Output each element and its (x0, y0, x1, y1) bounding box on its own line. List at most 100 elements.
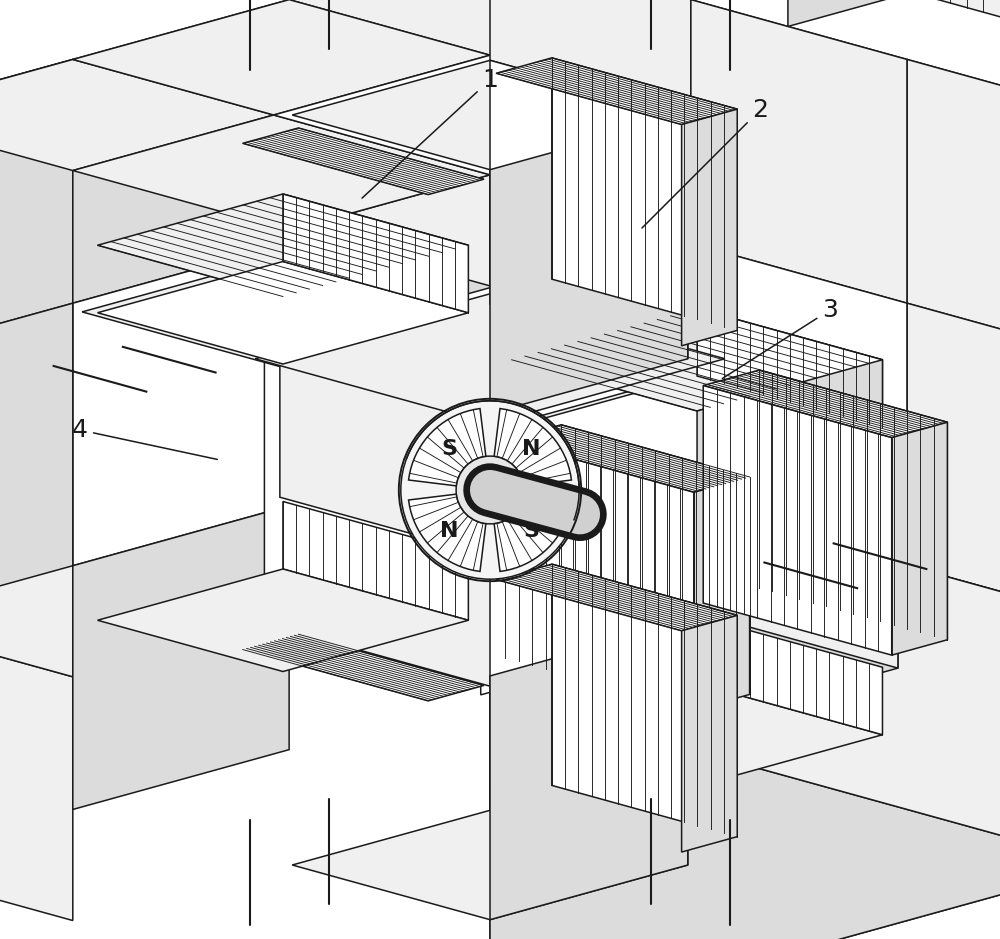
Polygon shape (409, 494, 486, 572)
Polygon shape (561, 424, 750, 695)
Polygon shape (892, 423, 947, 655)
Polygon shape (907, 359, 1000, 677)
Polygon shape (907, 59, 1000, 359)
Polygon shape (490, 451, 1000, 865)
Polygon shape (490, 622, 688, 919)
Polygon shape (0, 622, 73, 920)
Polygon shape (552, 564, 737, 837)
Polygon shape (289, 175, 691, 285)
Polygon shape (907, 565, 1000, 865)
Polygon shape (512, 684, 882, 786)
Text: 3: 3 (722, 298, 838, 378)
Polygon shape (0, 59, 73, 359)
Polygon shape (490, 622, 1000, 939)
Polygon shape (73, 0, 289, 303)
Polygon shape (691, 0, 907, 303)
Polygon shape (98, 569, 468, 671)
Polygon shape (490, 566, 688, 865)
Polygon shape (552, 58, 737, 331)
Polygon shape (490, 451, 691, 749)
Polygon shape (274, 55, 706, 175)
Polygon shape (703, 386, 892, 655)
Polygon shape (73, 115, 490, 230)
Polygon shape (505, 440, 694, 710)
Polygon shape (289, 0, 691, 55)
Polygon shape (505, 424, 750, 492)
Text: S: S (441, 439, 457, 459)
Polygon shape (0, 359, 73, 677)
Polygon shape (292, 810, 688, 919)
Polygon shape (82, 257, 481, 367)
Polygon shape (490, 60, 688, 359)
Polygon shape (496, 564, 737, 631)
Polygon shape (264, 285, 499, 635)
Polygon shape (694, 477, 750, 710)
Polygon shape (512, 376, 882, 479)
Polygon shape (697, 616, 882, 734)
Polygon shape (907, 303, 1000, 622)
Polygon shape (490, 474, 691, 793)
Polygon shape (409, 408, 486, 485)
Polygon shape (73, 243, 289, 565)
Polygon shape (907, 115, 1000, 414)
Polygon shape (283, 501, 468, 621)
Text: 2: 2 (642, 98, 768, 228)
Polygon shape (697, 373, 898, 669)
Polygon shape (490, 736, 691, 939)
Polygon shape (490, 115, 688, 413)
Ellipse shape (456, 456, 524, 524)
Polygon shape (691, 414, 907, 736)
Polygon shape (289, 175, 691, 285)
Polygon shape (499, 373, 898, 483)
Polygon shape (490, 230, 691, 530)
Polygon shape (243, 634, 484, 700)
Polygon shape (490, 188, 691, 506)
Polygon shape (490, 0, 907, 115)
Text: N: N (522, 439, 540, 459)
Polygon shape (73, 506, 289, 809)
Ellipse shape (474, 474, 506, 506)
Polygon shape (283, 194, 468, 313)
Polygon shape (289, 188, 490, 506)
Polygon shape (691, 171, 907, 474)
Polygon shape (0, 59, 274, 171)
Ellipse shape (401, 401, 579, 579)
Text: 4: 4 (72, 418, 217, 459)
Polygon shape (490, 115, 907, 230)
Polygon shape (292, 60, 688, 170)
Text: N: N (440, 521, 458, 541)
Polygon shape (73, 115, 490, 230)
Polygon shape (280, 257, 481, 553)
Text: S: S (523, 521, 539, 541)
Polygon shape (98, 194, 468, 297)
Polygon shape (703, 370, 947, 438)
Polygon shape (934, 0, 1000, 62)
Polygon shape (496, 58, 737, 125)
Text: 1: 1 (362, 68, 498, 198)
Polygon shape (691, 506, 907, 809)
Polygon shape (759, 370, 947, 639)
Polygon shape (494, 494, 571, 572)
Polygon shape (494, 408, 571, 485)
Polygon shape (697, 360, 882, 479)
Polygon shape (682, 109, 737, 346)
Polygon shape (691, 677, 907, 939)
Polygon shape (682, 615, 737, 852)
Polygon shape (255, 294, 725, 423)
Polygon shape (0, 115, 73, 414)
Polygon shape (0, 303, 73, 622)
Polygon shape (907, 622, 1000, 920)
Polygon shape (700, 428, 898, 723)
Polygon shape (490, 0, 691, 243)
Polygon shape (255, 556, 725, 686)
Polygon shape (697, 309, 882, 427)
Polygon shape (73, 0, 490, 115)
Polygon shape (788, 0, 912, 26)
Polygon shape (706, 59, 1000, 171)
Polygon shape (98, 261, 468, 364)
Polygon shape (691, 243, 907, 565)
Polygon shape (512, 309, 882, 411)
Polygon shape (243, 128, 484, 194)
Polygon shape (0, 59, 274, 171)
Polygon shape (481, 345, 716, 695)
